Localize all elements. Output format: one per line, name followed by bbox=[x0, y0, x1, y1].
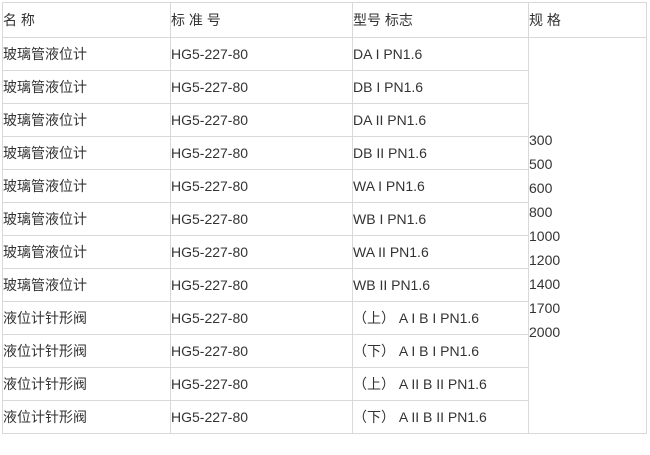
cell-model-mark: （上） A II B II PN1.6 bbox=[352, 367, 529, 401]
table-row: 玻璃管液位计 HG5-227-80 DB I PN1.6 bbox=[2, 70, 647, 104]
cell-product-name: 玻璃管液位计 bbox=[2, 103, 171, 137]
cell-product-name: 玻璃管液位计 bbox=[2, 169, 171, 203]
cell-standard-no: HG5-227-80 bbox=[170, 202, 353, 236]
cell-standard-no: HG5-227-80 bbox=[170, 301, 353, 335]
column-header-name: 名 称 bbox=[2, 2, 171, 38]
table-row: 液位计针形阀 HG5-227-80 （上） A II B II PN1.6 bbox=[2, 367, 647, 401]
cell-model-mark: DA II PN1.6 bbox=[352, 103, 529, 137]
table-row: 玻璃管液位计 HG5-227-80 WB I PN1.6 bbox=[2, 202, 647, 236]
cell-product-name: 液位计针形阀 bbox=[2, 301, 171, 335]
spec-value: 1700 bbox=[529, 299, 561, 316]
cell-standard-no: HG5-227-80 bbox=[170, 235, 353, 269]
cell-standard-no: HG5-227-80 bbox=[170, 367, 353, 401]
cell-product-name: 液位计针形阀 bbox=[2, 400, 171, 434]
cell-product-name: 玻璃管液位计 bbox=[2, 70, 171, 104]
cell-standard-no: HG5-227-80 bbox=[170, 400, 353, 434]
spec-value: 1000 bbox=[529, 227, 561, 244]
table-row: 液位计针形阀 HG5-227-80 （下） A I B I PN1.6 bbox=[2, 334, 647, 368]
table-row: 液位计针形阀 HG5-227-80 （下） A II B II PN1.6 bbox=[2, 400, 647, 434]
cell-standard-no: HG5-227-80 bbox=[170, 268, 353, 302]
cell-model-mark: WA I PN1.6 bbox=[352, 169, 529, 203]
spec-value: 500 bbox=[529, 155, 553, 172]
table-row: 玻璃管液位计 HG5-227-80 WA I PN1.6 bbox=[2, 169, 647, 203]
table-row: 玻璃管液位计 HG5-227-80 WA II PN1.6 bbox=[2, 235, 647, 269]
spec-value: 800 bbox=[529, 203, 553, 220]
table-row: 玻璃管液位计 HG5-227-80 DB II PN1.6 bbox=[2, 136, 647, 170]
cell-product-name: 玻璃管液位计 bbox=[2, 136, 171, 170]
spec-list-cell: 300 500 600 800 1000 1200 1400 1700 2000 bbox=[528, 37, 647, 434]
table-row: 玻璃管液位计 HG5-227-80 WB II PN1.6 bbox=[2, 268, 647, 302]
cell-model-mark: （下） A I B I PN1.6 bbox=[352, 334, 529, 368]
cell-standard-no: HG5-227-80 bbox=[170, 70, 353, 104]
cell-model-mark: （下） A II B II PN1.6 bbox=[352, 400, 529, 434]
header-row: 名 称 标 准 号 型号 标志 规 格 bbox=[2, 2, 647, 38]
table-row: 玻璃管液位计 HG5-227-80 DA I PN1.6 300 500 600… bbox=[2, 37, 647, 434]
cell-model-mark: WA II PN1.6 bbox=[352, 235, 529, 269]
cell-model-mark: DA I PN1.6 bbox=[352, 37, 529, 71]
cell-model-mark: DB I PN1.6 bbox=[352, 70, 529, 104]
column-header-model: 型号 标志 bbox=[352, 2, 529, 38]
cell-standard-no: HG5-227-80 bbox=[170, 103, 353, 137]
spec-table-container: 名 称 标 准 号 型号 标志 规 格 玻璃管液位计 HG5-227-80 DA… bbox=[2, 2, 647, 434]
table-header: 名 称 标 准 号 型号 标志 规 格 bbox=[2, 2, 647, 38]
cell-standard-no: HG5-227-80 bbox=[170, 334, 353, 368]
spec-value: 600 bbox=[529, 179, 553, 196]
spec-value: 1200 bbox=[529, 251, 561, 268]
table-row: 液位计针形阀 HG5-227-80 （上） A I B I PN1.6 bbox=[2, 301, 647, 335]
spec-value: 300 bbox=[529, 131, 553, 148]
cell-standard-no: HG5-227-80 bbox=[170, 136, 353, 170]
column-header-spec: 规 格 bbox=[528, 2, 647, 38]
table-body: 玻璃管液位计 HG5-227-80 DA I PN1.6 300 500 600… bbox=[2, 37, 647, 434]
cell-model-mark: WB II PN1.6 bbox=[352, 268, 529, 302]
product-spec-table: 名 称 标 准 号 型号 标志 规 格 玻璃管液位计 HG5-227-80 DA… bbox=[2, 2, 647, 434]
cell-product-name: 液位计针形阀 bbox=[2, 367, 171, 401]
column-header-standard-no: 标 准 号 bbox=[170, 2, 353, 38]
cell-product-name: 玻璃管液位计 bbox=[2, 235, 171, 269]
cell-product-name: 玻璃管液位计 bbox=[2, 37, 171, 71]
cell-product-name: 玻璃管液位计 bbox=[2, 268, 171, 302]
cell-standard-no: HG5-227-80 bbox=[170, 37, 353, 71]
table-row: 玻璃管液位计 HG5-227-80 DA II PN1.6 bbox=[2, 103, 647, 137]
spec-value: 1400 bbox=[529, 275, 561, 292]
cell-product-name: 玻璃管液位计 bbox=[2, 202, 171, 236]
cell-model-mark: DB II PN1.6 bbox=[352, 136, 529, 170]
cell-product-name: 液位计针形阀 bbox=[2, 334, 171, 368]
cell-model-mark: WB I PN1.6 bbox=[352, 202, 529, 236]
cell-standard-no: HG5-227-80 bbox=[170, 169, 353, 203]
spec-value: 2000 bbox=[529, 323, 561, 340]
cell-model-mark: （上） A I B I PN1.6 bbox=[352, 301, 529, 335]
